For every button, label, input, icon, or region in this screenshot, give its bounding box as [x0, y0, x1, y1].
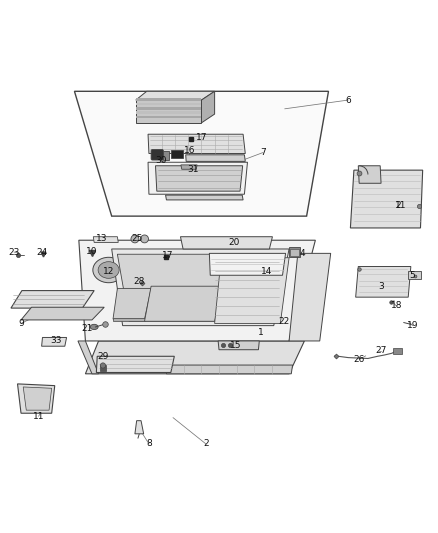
Polygon shape: [166, 365, 293, 374]
Bar: [393, 349, 402, 354]
Polygon shape: [215, 258, 289, 324]
Text: 2: 2: [203, 439, 208, 448]
Text: 11: 11: [395, 201, 406, 209]
Text: 24: 24: [36, 247, 47, 256]
Polygon shape: [136, 111, 201, 114]
Text: 12: 12: [103, 267, 114, 276]
Polygon shape: [289, 253, 331, 341]
Polygon shape: [218, 341, 259, 350]
Polygon shape: [18, 384, 55, 413]
Text: 17: 17: [162, 251, 173, 260]
Text: 31: 31: [187, 165, 198, 174]
Text: 13: 13: [96, 235, 107, 244]
Text: 29: 29: [97, 352, 109, 361]
Text: 1: 1: [258, 328, 264, 337]
Bar: [290, 248, 299, 255]
Polygon shape: [93, 237, 118, 243]
Polygon shape: [408, 271, 421, 279]
Text: 9: 9: [18, 319, 24, 328]
Polygon shape: [209, 253, 286, 275]
Polygon shape: [148, 162, 247, 194]
Text: 2: 2: [396, 201, 401, 209]
Polygon shape: [356, 266, 411, 297]
Polygon shape: [117, 254, 282, 321]
Text: 28: 28: [134, 277, 145, 286]
Text: 33: 33: [50, 336, 62, 345]
Polygon shape: [358, 166, 381, 183]
Text: 21: 21: [81, 324, 92, 333]
Polygon shape: [136, 107, 201, 110]
Text: 25: 25: [131, 233, 142, 243]
Polygon shape: [79, 240, 315, 341]
Polygon shape: [201, 91, 215, 123]
FancyBboxPatch shape: [151, 150, 163, 160]
Text: 7: 7: [260, 148, 266, 157]
Polygon shape: [96, 356, 174, 373]
Polygon shape: [136, 100, 201, 123]
Text: 22: 22: [278, 317, 290, 326]
Polygon shape: [113, 288, 151, 319]
Text: 10: 10: [86, 247, 98, 256]
Text: 18: 18: [391, 302, 402, 310]
Polygon shape: [148, 134, 245, 154]
Ellipse shape: [131, 235, 139, 243]
Polygon shape: [180, 237, 272, 249]
Text: 20: 20: [229, 238, 240, 247]
Polygon shape: [85, 341, 304, 374]
Text: 14: 14: [261, 267, 272, 276]
Polygon shape: [42, 337, 67, 346]
Ellipse shape: [98, 262, 119, 278]
Bar: [100, 366, 106, 371]
Polygon shape: [136, 98, 201, 101]
Polygon shape: [113, 318, 145, 321]
Polygon shape: [136, 91, 215, 100]
Text: 19: 19: [407, 321, 418, 330]
Polygon shape: [181, 165, 197, 169]
Polygon shape: [23, 387, 52, 410]
Text: 3: 3: [378, 282, 384, 290]
Text: 8: 8: [146, 439, 152, 448]
Polygon shape: [350, 170, 423, 228]
Text: 30: 30: [155, 156, 167, 165]
Text: 4: 4: [300, 249, 305, 258]
Polygon shape: [145, 286, 223, 321]
Polygon shape: [74, 91, 328, 216]
Polygon shape: [155, 166, 243, 191]
Bar: [289, 247, 300, 257]
Polygon shape: [11, 290, 94, 308]
Ellipse shape: [141, 235, 148, 243]
Circle shape: [100, 363, 106, 368]
Text: 23: 23: [8, 247, 20, 256]
Polygon shape: [186, 155, 245, 161]
Text: 16: 16: [184, 146, 195, 155]
Polygon shape: [136, 116, 201, 118]
Text: 5: 5: [409, 271, 415, 280]
Ellipse shape: [90, 324, 98, 329]
Text: 11: 11: [33, 412, 44, 421]
Text: 6: 6: [345, 95, 351, 104]
Ellipse shape: [93, 257, 124, 282]
Bar: [171, 150, 183, 158]
Text: 15: 15: [230, 341, 241, 350]
Polygon shape: [135, 421, 144, 434]
Polygon shape: [112, 249, 289, 326]
Polygon shape: [136, 103, 201, 106]
Bar: [163, 151, 169, 159]
Polygon shape: [78, 341, 99, 374]
Polygon shape: [166, 195, 243, 200]
Polygon shape: [21, 307, 104, 320]
Text: 17: 17: [196, 133, 207, 142]
Text: 27: 27: [375, 346, 387, 355]
Text: 26: 26: [353, 355, 365, 364]
